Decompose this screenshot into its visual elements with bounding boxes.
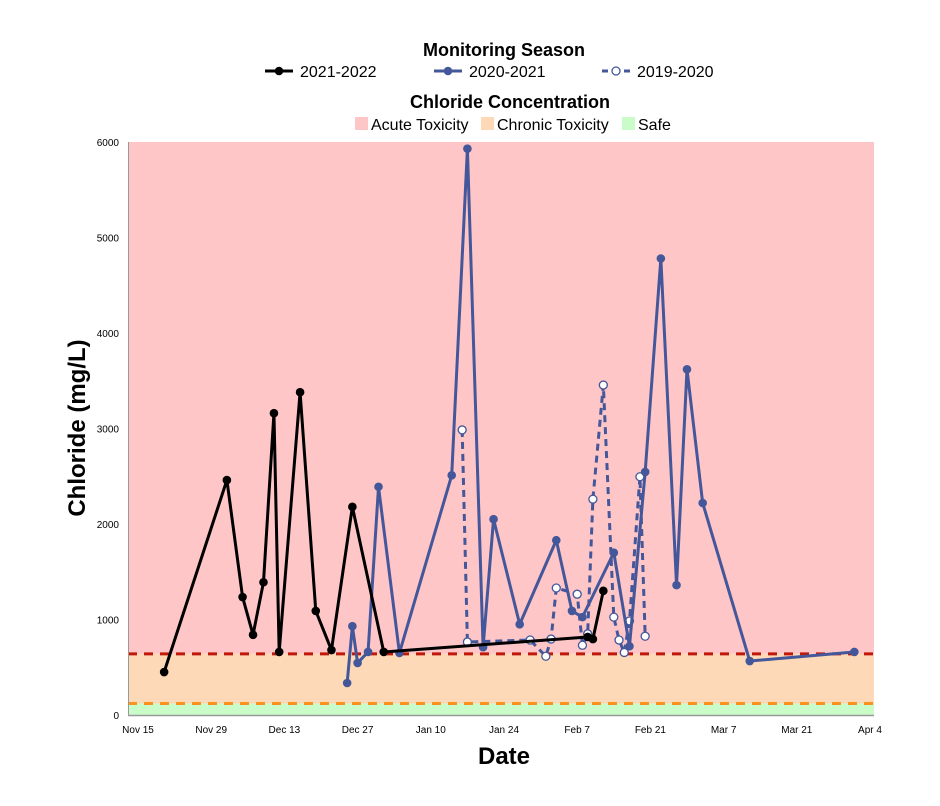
data-point	[609, 612, 619, 622]
data-point	[745, 656, 755, 666]
x-tick-label: Nov 29	[195, 725, 227, 736]
data-point	[656, 254, 666, 263]
data-point	[619, 647, 629, 658]
data-point	[588, 634, 598, 644]
data-point	[541, 651, 551, 661]
data-point	[327, 645, 336, 655]
data-point	[342, 678, 352, 688]
data-point	[577, 640, 588, 650]
x-tick-label: Dec 13	[269, 725, 301, 736]
legend-item-2021-2022: 2021-2022	[265, 64, 377, 81]
data-point	[672, 580, 681, 590]
x-axis-label: Date	[478, 743, 530, 770]
legend-item-2019-2020: 2019-2020	[602, 64, 714, 81]
data-point	[489, 514, 498, 524]
y-tick-labels: 0 1000 2000 3000 4000 5000 6000	[97, 138, 120, 722]
data-point	[159, 667, 169, 677]
data-point	[614, 635, 624, 645]
data-point	[379, 647, 389, 657]
data-point	[363, 647, 373, 657]
x-tick-labels: Nov 15 Nov 29 Dec 13 Dec 27 Jan 10 Jan 24 Feb …	[122, 725, 882, 736]
legend-title-season: Monitoring Season	[423, 40, 585, 60]
data-point	[274, 647, 284, 657]
data-point	[248, 630, 258, 640]
data-point	[353, 658, 362, 668]
legend-label: 2019-2020	[637, 64, 714, 81]
legend-color-swatch	[481, 117, 494, 130]
legend-marker	[274, 66, 284, 76]
concentration-bands	[128, 142, 874, 715]
y-tick-label: 3000	[97, 425, 120, 436]
threshold-lines	[128, 652, 874, 706]
band-safe	[128, 703, 874, 715]
data-point	[609, 548, 619, 557]
concentration-legend: Acute Toxicity Chronic Toxicity Safe	[355, 117, 671, 134]
data-point	[640, 631, 650, 641]
band-acute-toxicity	[128, 142, 874, 654]
series-2021-2022	[159, 387, 608, 677]
y-tick-label: 5000	[97, 234, 120, 245]
legend-item-2020-2021: 2020-2021	[434, 64, 546, 81]
legend-label: 2021-2022	[300, 64, 377, 81]
legend-color-swatch	[622, 117, 635, 130]
season-legend: 2021-2022 2020-2021 2019-2020	[265, 64, 714, 81]
legend-label: Acute Toxicity	[371, 117, 469, 134]
data-point	[348, 621, 357, 631]
x-tick-label: Jan 24	[489, 725, 519, 736]
legend-color-swatch	[355, 117, 368, 130]
data-point	[698, 498, 707, 508]
data-point	[640, 467, 650, 477]
data-point	[311, 606, 321, 616]
data-point	[850, 647, 859, 657]
x-tick-label: Mar 21	[781, 725, 813, 736]
data-point	[625, 641, 634, 651]
data-point	[567, 606, 577, 616]
data-point	[682, 364, 692, 374]
series-line	[460, 383, 647, 658]
data-point	[348, 502, 357, 512]
legend-title-concentration: Chloride Concentration	[410, 92, 610, 112]
data-point	[588, 494, 598, 504]
data-point	[598, 380, 608, 390]
data-point	[259, 577, 268, 587]
legend-marker	[611, 66, 621, 76]
x-tick-label: Feb 21	[635, 725, 667, 736]
legend-item-acute-toxicity: Acute Toxicity	[355, 117, 469, 134]
x-tick-label: Feb 7	[564, 725, 590, 736]
legend-label: 2020-2021	[469, 64, 546, 81]
data-point	[578, 612, 587, 622]
y-tick-label: 4000	[97, 329, 120, 340]
series-layer	[159, 144, 859, 688]
y-tick-label: 1000	[97, 616, 120, 627]
data-point	[269, 408, 279, 418]
data-point	[515, 619, 524, 629]
data-point	[222, 475, 232, 485]
x-tick-label: Dec 27	[342, 725, 374, 736]
data-point	[572, 589, 582, 599]
legend-marker	[443, 66, 453, 76]
legend-label: Safe	[638, 117, 671, 134]
legend-label: Chronic Toxicity	[497, 117, 609, 134]
x-tick-label: Apr 4	[858, 725, 882, 736]
legend-item-chronic-toxicity: Chronic Toxicity	[481, 117, 609, 134]
data-point	[374, 482, 383, 492]
y-tick-label: 2000	[97, 520, 120, 531]
y-axis-label: Chloride (mg/L)	[64, 339, 91, 516]
data-point	[238, 592, 247, 602]
y-tick-label: 6000	[97, 138, 120, 149]
legend-item-safe: Safe	[622, 117, 671, 134]
x-tick-label: Nov 15	[122, 725, 154, 736]
data-point	[463, 144, 472, 153]
data-point	[447, 470, 457, 480]
data-point	[551, 535, 561, 545]
data-point	[295, 387, 305, 397]
data-point	[457, 425, 467, 435]
x-tick-label: Jan 10	[416, 725, 446, 736]
data-point	[551, 583, 561, 593]
data-point	[599, 586, 608, 596]
y-tick-label: 0	[113, 711, 119, 722]
x-tick-label: Mar 7	[711, 725, 737, 736]
